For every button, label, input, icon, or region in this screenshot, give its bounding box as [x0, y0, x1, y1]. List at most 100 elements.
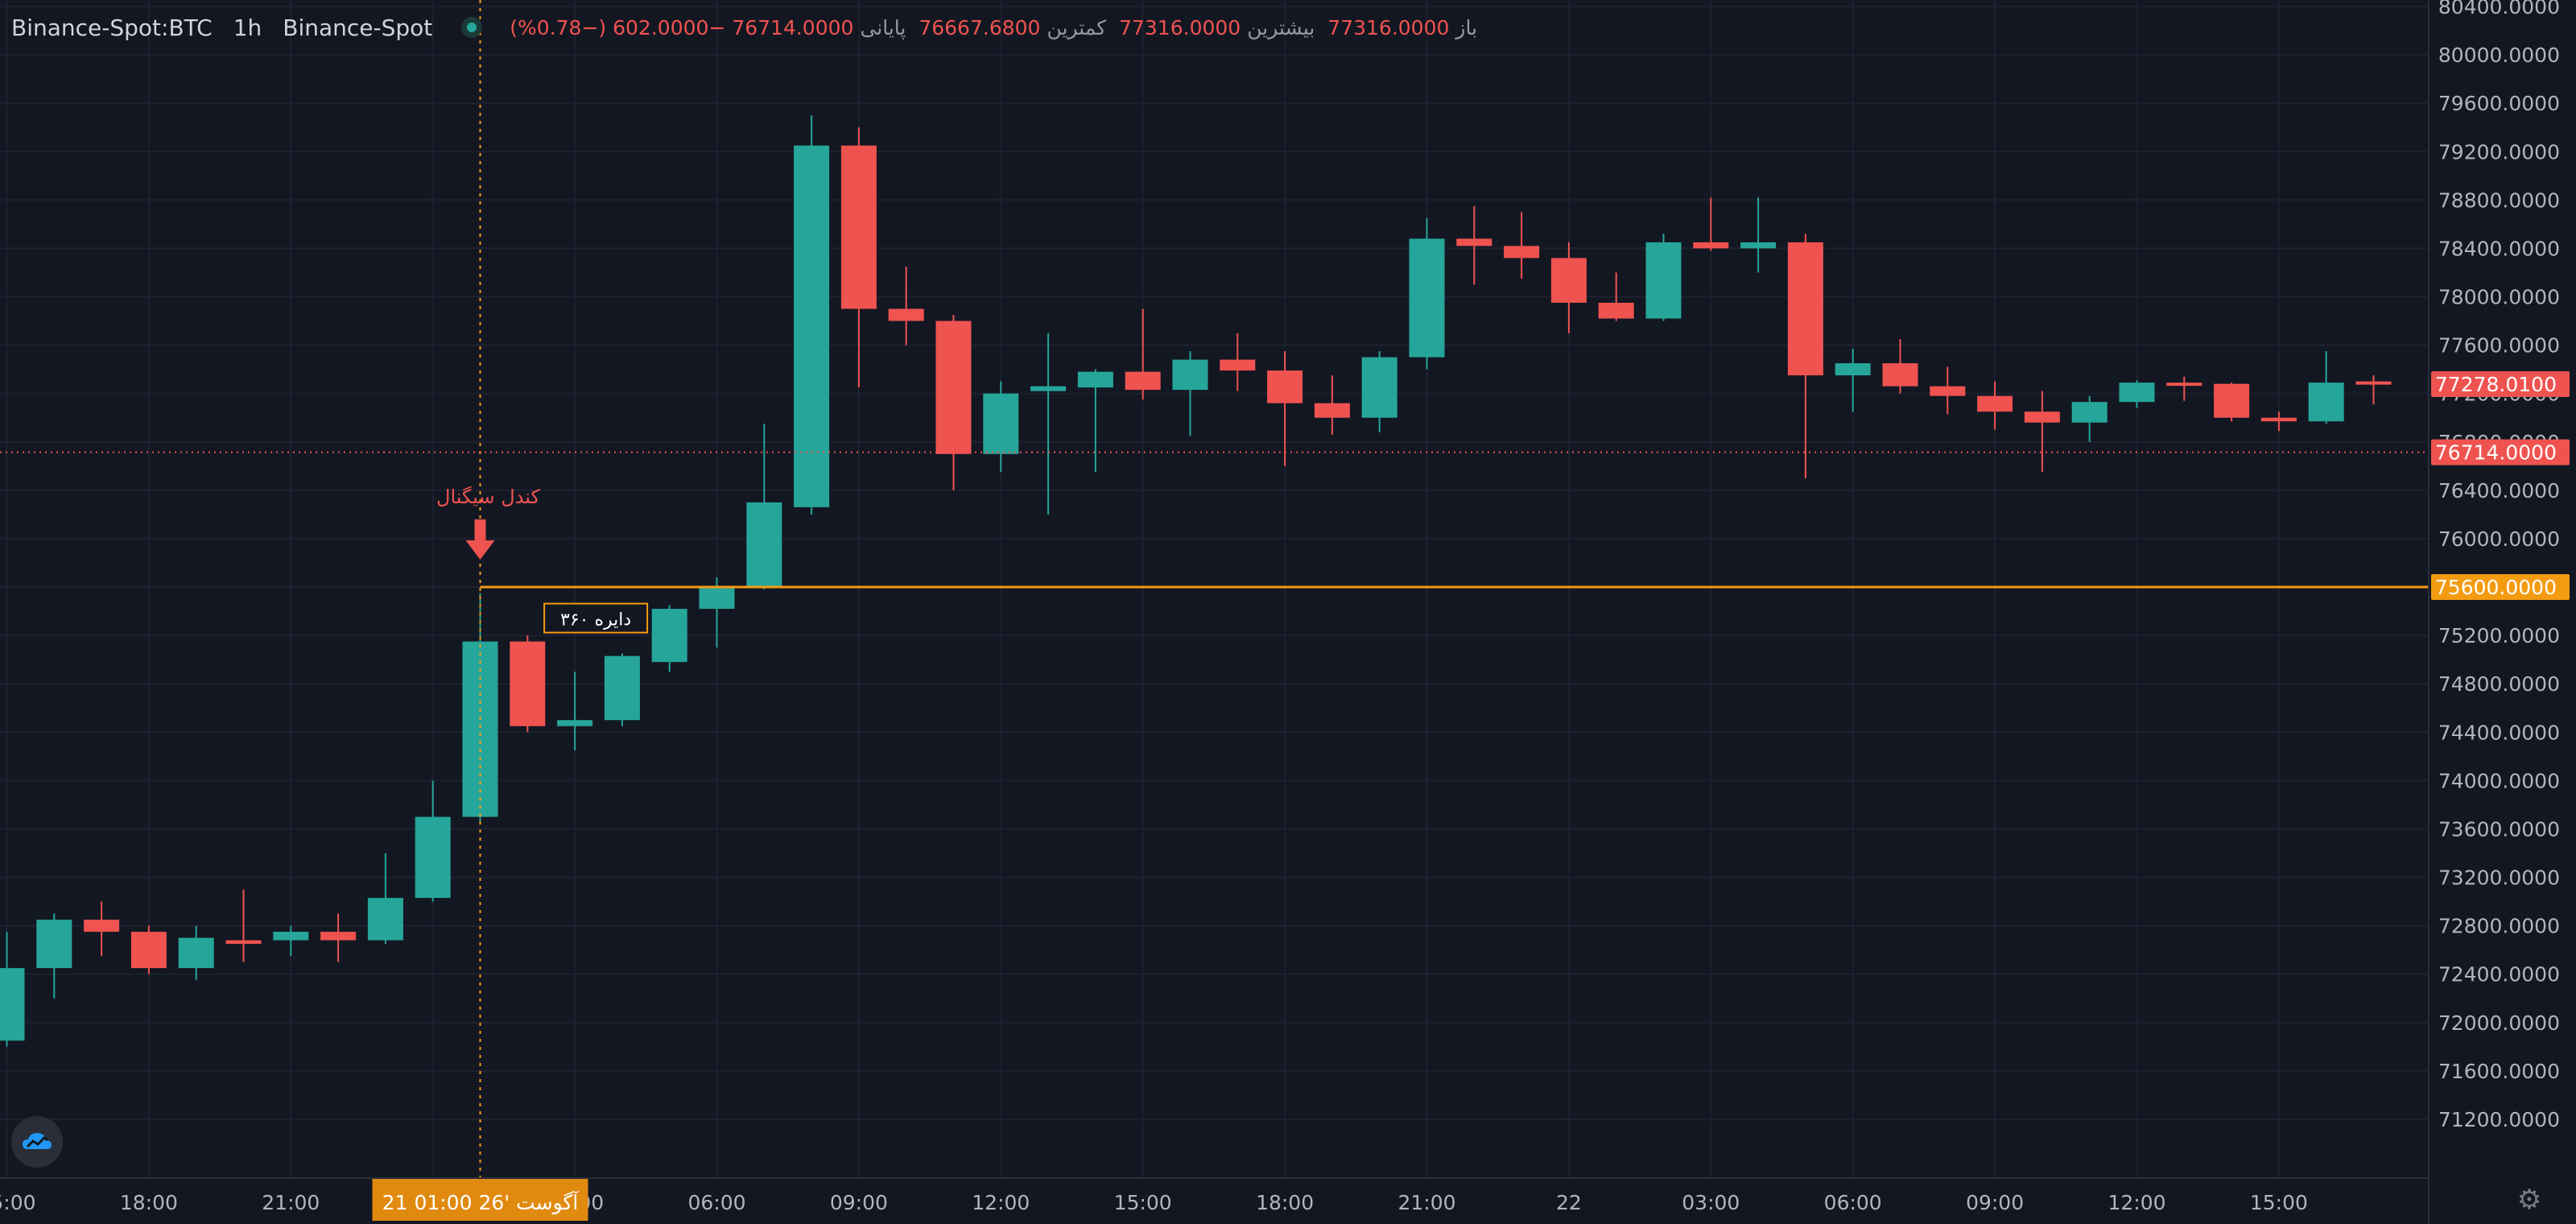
time-tick-label: 15:00 [1114, 1191, 1172, 1214]
chart-legend: Binance-Spot:BTC 1h Binance-Spot باز7731… [11, 11, 1484, 43]
candle-body [1314, 403, 1350, 418]
signal-arrow-shaft [474, 519, 486, 542]
candle-body [1787, 242, 1823, 376]
candle-body [1693, 242, 1729, 249]
current-price-tag: 76714.0000 [2435, 441, 2557, 465]
candle-body [840, 145, 877, 309]
candle-body [1456, 238, 1492, 246]
candle-body [1930, 386, 1966, 396]
time-tick-label: 15:00 [0, 1191, 36, 1214]
gear-icon[interactable]: ⚙ [2516, 1184, 2542, 1216]
candle-body [983, 393, 1019, 454]
open-label: باز [1455, 15, 1478, 39]
grid-lines [0, 0, 2428, 1177]
low-label: کمترین [1046, 15, 1107, 39]
candle-body [746, 502, 782, 588]
high-value: 77316.0000 [1119, 15, 1241, 39]
price-tick-label: 78000.0000 [2438, 286, 2560, 309]
candle-body [1125, 371, 1161, 391]
candle-body [1504, 246, 1540, 258]
time-tick-label: 21:00 [1397, 1191, 1455, 1214]
price-tick-label: 73200.0000 [2438, 866, 2560, 890]
candle-body [2308, 382, 2344, 422]
circle-360-label-box [543, 602, 649, 634]
candle-body [2214, 383, 2250, 418]
candle-body [2166, 382, 2202, 387]
time-tick-label: 12:00 [2107, 1191, 2165, 1214]
candle-body [1645, 242, 1682, 319]
candle-body [1409, 238, 1445, 358]
candle-body [2260, 417, 2297, 422]
cloud-chart-icon[interactable] [11, 1116, 63, 1168]
price-tick-label: 72000.0000 [2438, 1011, 2560, 1035]
price-tick-label: 71200.0000 [2438, 1108, 2560, 1131]
candle-body [130, 932, 167, 969]
time-tick-label: 18:00 [120, 1191, 178, 1214]
candle-body [2119, 382, 2155, 403]
price-tick-label: 80000.0000 [2438, 43, 2560, 67]
candle-body [1030, 386, 1067, 391]
candle-body [1835, 363, 1871, 376]
price-tick-label: 78400.0000 [2438, 237, 2560, 260]
current-price-tag-bg [2431, 439, 2570, 465]
candle-body [510, 641, 546, 726]
candle-body [1172, 359, 1208, 391]
time-tick-label: 22 [1556, 1191, 1582, 1214]
time-tick-label: 09:00 [830, 1191, 888, 1214]
candle-body [273, 932, 309, 941]
candle-body [2355, 381, 2392, 385]
candle-body [0, 968, 25, 1041]
circle-360-label: دایره ۳۶۰ [560, 610, 631, 631]
price-tick-label: 74400.0000 [2438, 721, 2560, 744]
price-tick-label: 77600.0000 [2438, 334, 2560, 358]
candle-body [367, 898, 403, 941]
candle-body [320, 932, 357, 941]
time-tick-label: 06:00 [1824, 1191, 1882, 1214]
candlestick-series [0, 115, 2392, 1047]
last-price-tag-bg [2431, 370, 2570, 397]
price-tick-label: 75200.0000 [2438, 624, 2560, 647]
candle-body [651, 609, 687, 663]
candle-body [1598, 303, 1634, 319]
close-value: 76714.0000 [732, 15, 854, 39]
candle-body [2024, 411, 2060, 423]
price-tick-label: 79600.0000 [2438, 92, 2560, 115]
open-value: 77316.0000 [1327, 15, 1450, 39]
candle-body [36, 920, 72, 969]
time-tick-label: 06:00 [687, 1191, 745, 1214]
symbol-label[interactable]: Binance-Spot:BTC [11, 14, 213, 41]
live-dot-icon [461, 17, 483, 38]
price-tick-label: 76000.0000 [2438, 527, 2560, 551]
last-price-tag: 77278.0100 [2435, 373, 2557, 396]
low-value: 76667.6800 [919, 15, 1041, 39]
price-axis-bg [2428, 0, 2576, 1224]
candle-body [1077, 371, 1113, 388]
price-tick-label: 74800.0000 [2438, 672, 2560, 696]
ohlc-values: باز77316.0000 بیشترین77316.0000 کمترین76… [500, 16, 1484, 39]
crosshair-time-label: 21 آگوست '26 01:00 [382, 1190, 580, 1214]
candle-body [935, 320, 972, 454]
candle-body [604, 655, 640, 721]
interval-label[interactable]: 1h [233, 14, 262, 41]
candle-body [699, 587, 735, 610]
time-axis[interactable]: 15:0018:0021:0000:0003:0006:0009:0012:00… [0, 1177, 2428, 1224]
price-tick-label: 73600.0000 [2438, 817, 2560, 841]
candle-body [415, 817, 451, 899]
close-label: پایانی [860, 15, 906, 39]
candle-body [178, 937, 214, 969]
time-axis-bg [0, 1177, 2428, 1224]
candle-body [225, 940, 262, 945]
candle-body [794, 145, 830, 507]
candle-body [1267, 370, 1303, 403]
chart-overlays: کندل سیگنال دایره ۳۶۰ [0, 0, 2428, 1177]
candle-body [888, 308, 924, 321]
high-label: بیشترین [1247, 15, 1315, 39]
time-tick-label: 18:00 [1256, 1191, 1314, 1214]
signal-candle-label: کندل سیگنال [436, 486, 541, 508]
price-tick-label: 80400.0000 [2438, 0, 2560, 19]
price-tick-label: 71600.0000 [2438, 1060, 2560, 1083]
time-tick-label: 09:00 [1966, 1191, 2024, 1214]
price-axis[interactable]: 71200.0000 71600.0000 72000.0000 72400.0000… [2428, 0, 2576, 1224]
candle-body [1220, 359, 1256, 371]
